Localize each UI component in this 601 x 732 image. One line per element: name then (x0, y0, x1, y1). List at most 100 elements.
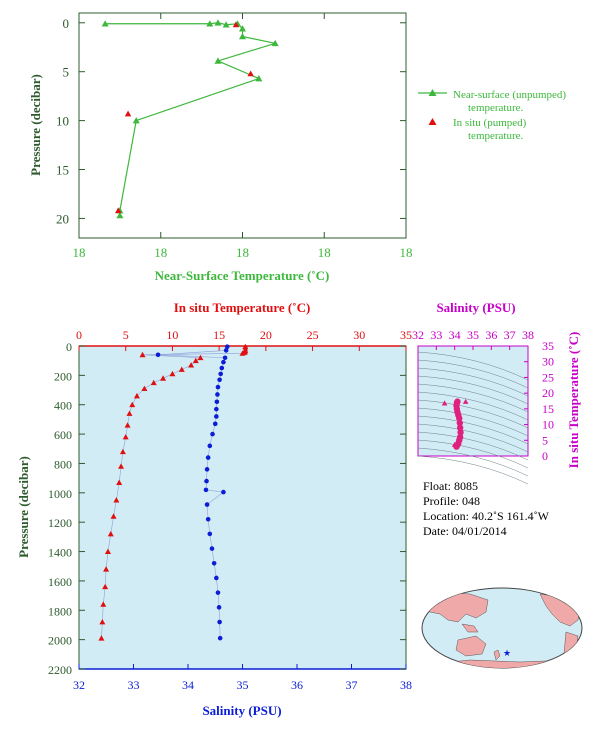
point-unpumped (101, 20, 109, 27)
temperature-point (188, 362, 195, 368)
legend-marker-unpumped (428, 89, 437, 96)
density-contour (417, 407, 529, 437)
sal-x-tick-label: 33 (128, 678, 140, 692)
density-contour (417, 367, 529, 397)
temperature-point (239, 350, 246, 356)
sal-x-tick-label: 36 (291, 678, 303, 692)
point-pumped (115, 207, 122, 214)
ts-x-tick-label: 35 (467, 328, 479, 342)
salinity-point (207, 443, 213, 449)
sal-x-tick-label: 38 (400, 678, 412, 692)
salinity-point (219, 365, 225, 371)
temp-x-tick-label: 0 (76, 328, 82, 342)
ts-x-tick-label: 38 (522, 328, 534, 342)
temperature-point (242, 343, 249, 350)
salinity-point (214, 406, 219, 412)
salinity-point (223, 348, 229, 353)
ts-y-tick-label: 20 (542, 386, 554, 400)
salinity-point (214, 414, 219, 419)
ts-outlier-point (441, 400, 448, 406)
temperature-point (113, 497, 120, 503)
salinity-point (224, 344, 230, 350)
temp-x-tick-label: 25 (307, 328, 319, 342)
point-unpumped (214, 57, 222, 64)
salinity-point (205, 455, 211, 460)
temperature-point (107, 530, 114, 537)
ts-point (454, 398, 461, 405)
salinity-point (217, 635, 223, 641)
temperature-point (110, 513, 117, 519)
salinity-point (218, 371, 223, 377)
point-pumped (247, 70, 254, 77)
legend-label-unpumped: Near-surface (unpumped) temperature. (453, 89, 569, 114)
temperature-point (122, 434, 129, 440)
temperature-point (160, 375, 167, 381)
sal-x-tick-label: 34 (182, 678, 194, 692)
salinity-point (217, 619, 222, 625)
point-unpumped (214, 19, 222, 26)
top-x-tick-label: 18 (154, 245, 167, 260)
location: Location: 40.2˚S 161.4˚W (423, 509, 550, 523)
top-x-tick-label: 18 (400, 245, 413, 260)
date: Date: 04/01/2014 (423, 524, 507, 538)
density-contour (417, 423, 529, 453)
ts-x-tick-label: 36 (485, 328, 497, 342)
temperature-point (242, 347, 249, 353)
point-unpumped (239, 25, 246, 32)
main-y-tick-label: 0 (66, 340, 72, 354)
salinity-point (205, 516, 211, 522)
temperature-point (197, 354, 204, 361)
temp-x-tick-label: 35 (400, 328, 412, 342)
temperature-point (139, 351, 146, 358)
salinity-point (222, 355, 228, 361)
main-y-tick-label: 400 (54, 399, 72, 413)
temp-x-tick-label: 20 (260, 328, 272, 342)
ts-y-tick-label: 25 (542, 370, 554, 384)
top-y-tick-label: 10 (56, 114, 69, 129)
ts-x-tick-label: 32 (412, 328, 424, 342)
salinity-point (221, 359, 226, 365)
salinity-point (212, 421, 218, 427)
density-contour (417, 455, 529, 485)
top-y-tick-label: 5 (63, 65, 70, 80)
map-landmass-australia (455, 635, 487, 657)
near-surface-temperature-chart: 0 5 10 15 20 18 18 18 18 18 Near-Surface Temperat… (28, 12, 413, 283)
density-contour (417, 375, 529, 405)
main-y-tick-label: 1400 (48, 546, 72, 560)
temperature-point (102, 583, 109, 590)
ts-y-tick-label: 5 (542, 433, 548, 447)
float-position-marker: ★ (503, 648, 511, 658)
temperature-point (141, 385, 148, 391)
sal-x-tick-label: 37 (346, 678, 358, 692)
ts-plot-frame (417, 345, 529, 457)
map-landmass-south-america (563, 631, 579, 665)
ts-x-tick-label: 34 (449, 328, 461, 342)
map-landmass-indonesia (461, 623, 479, 633)
main-y-tick-label: 1000 (48, 487, 72, 501)
main-y-tick-label: 2200 (48, 663, 72, 677)
map-landmass-new-zealand (493, 649, 501, 661)
salinity-point (215, 590, 221, 595)
point-pumped (124, 110, 132, 117)
main-plot-frame (78, 345, 407, 670)
temp-x-tick-label: 10 (166, 328, 178, 342)
main-y-tick-label: 1200 (48, 516, 72, 530)
ts-outlier-point (462, 398, 469, 404)
salinity-point (204, 502, 210, 507)
temp-x-tick-label: 15 (213, 328, 225, 342)
salinity-point (210, 431, 215, 437)
ts-point (456, 433, 464, 441)
density-contour (417, 391, 529, 421)
salinity-point (209, 546, 215, 551)
main-bottom-axis-label: Salinity (PSU) (202, 703, 281, 718)
main-y-tick-label: 800 (54, 457, 72, 471)
ts-y-tick-label: 35 (542, 339, 554, 353)
sal-x-tick-label: 35 (237, 678, 249, 692)
density-contour (417, 439, 529, 469)
main-y-tick-label: 2000 (48, 634, 72, 648)
temperature-point (119, 448, 126, 455)
salinity-point (214, 575, 219, 581)
temperature-point (133, 392, 140, 399)
point-unpumped (206, 20, 214, 27)
